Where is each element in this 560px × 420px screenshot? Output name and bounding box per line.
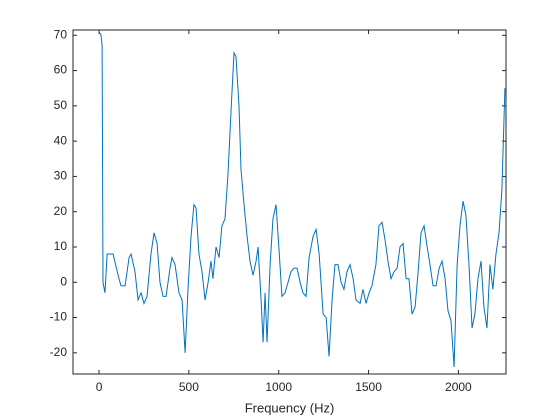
y-tick-label: 20 [54, 204, 68, 218]
y-tick-label: 60 [54, 63, 68, 77]
y-tick-label: -20 [50, 345, 68, 359]
y-tick-label: 10 [54, 239, 68, 253]
x-axis-label: Frequency (Hz) [245, 400, 335, 415]
y-tick-label: -10 [50, 310, 68, 324]
y-tick-label: 50 [54, 98, 68, 112]
y-tick-label: 0 [60, 274, 67, 288]
x-tick-label: 2000 [445, 380, 472, 394]
y-tick-label: 30 [54, 169, 68, 183]
x-tick-label: 0 [96, 380, 103, 394]
axes-box [72, 29, 507, 375]
y-tick-label: 40 [54, 133, 68, 147]
data-line [98, 31, 506, 367]
x-tick-label: 1500 [355, 380, 382, 394]
x-tick-label: 500 [179, 380, 199, 394]
x-tick-label: 1000 [265, 380, 292, 394]
y-tick-label: 70 [54, 27, 68, 41]
